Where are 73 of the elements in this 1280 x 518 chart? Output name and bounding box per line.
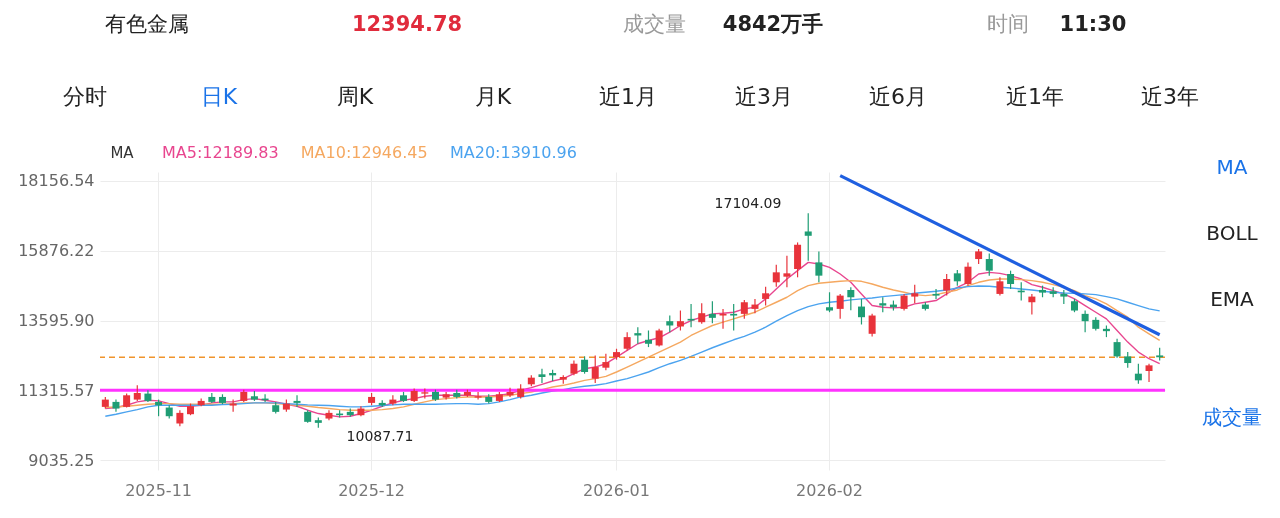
text: 成交量 xyxy=(622,12,686,36)
candlestick xyxy=(751,298,759,314)
text: 11:30 xyxy=(1059,12,1127,36)
candlestick xyxy=(804,212,812,262)
candlestick xyxy=(911,284,919,304)
candlestick xyxy=(783,255,791,288)
candlestick xyxy=(1007,270,1015,290)
candlestick xyxy=(740,299,748,320)
text: 近6月 xyxy=(869,84,927,109)
annotation: 10087.71 xyxy=(346,428,414,444)
candlestick xyxy=(698,302,706,325)
candlestick xyxy=(868,313,876,338)
text: 分时 xyxy=(63,84,107,109)
text: 近3月 xyxy=(735,84,793,109)
candlestick xyxy=(293,394,301,408)
text: 近3年 xyxy=(1141,84,1199,109)
candlestick xyxy=(389,394,397,406)
annotation: 17104.09 xyxy=(714,195,782,211)
candlestick xyxy=(815,250,823,283)
y-tick-label: 9035.25 xyxy=(28,450,95,470)
candlestick xyxy=(676,309,684,332)
text: MA xyxy=(110,144,135,162)
text: 4842万手 xyxy=(722,12,824,36)
candlestick xyxy=(964,261,972,287)
y-tick-label: 15876.22 xyxy=(18,241,95,261)
x-tick-label: 2026-02 xyxy=(796,480,863,500)
text: 成交量 xyxy=(1202,405,1262,429)
candlestick xyxy=(772,264,780,288)
y-tick-label: 18156.54 xyxy=(18,171,95,191)
text: 近1月 xyxy=(599,84,657,109)
y-tick-label: 13595.90 xyxy=(18,311,95,331)
text: 月K xyxy=(474,84,512,109)
x-tick-label: 2026-01 xyxy=(583,480,650,500)
candlestick xyxy=(229,399,237,413)
candlestick xyxy=(1081,309,1089,333)
text: BOLL xyxy=(1206,221,1259,245)
candlestick xyxy=(1145,363,1153,383)
chart-title: 有色金属 xyxy=(105,12,189,36)
candlestick xyxy=(836,293,844,320)
candlestick xyxy=(474,391,482,401)
candlestick xyxy=(932,288,940,300)
text: 周K xyxy=(336,84,374,109)
candlestick xyxy=(985,252,993,277)
text: MA xyxy=(1216,155,1248,179)
text: MA20:13910.96 xyxy=(450,143,577,162)
candlestick xyxy=(719,308,727,330)
candlestick xyxy=(996,276,1004,297)
candlestick xyxy=(708,300,716,324)
candlestick xyxy=(538,368,546,384)
candlestick xyxy=(1134,363,1142,385)
candlestick xyxy=(506,387,514,398)
text: 12394.78 xyxy=(351,12,463,36)
candlestick xyxy=(730,303,738,332)
candlestick xyxy=(623,331,631,352)
candlestick xyxy=(847,286,855,311)
candlestick xyxy=(826,291,834,313)
line-series xyxy=(104,261,1161,418)
x-tick-label: 2025-11 xyxy=(125,480,192,500)
candlestick xyxy=(857,298,865,326)
text: 近1年 xyxy=(1006,84,1064,109)
candlestick xyxy=(762,286,770,307)
x-tick-label: 2025-12 xyxy=(338,480,405,500)
text: EMA xyxy=(1210,287,1255,311)
candlestick xyxy=(591,354,599,384)
candlestick xyxy=(687,303,695,328)
text: 时间 xyxy=(987,12,1029,36)
text: MA5:12189.83 xyxy=(162,143,279,162)
text: MA10:12946.45 xyxy=(300,143,428,162)
candlestick xyxy=(1113,338,1121,359)
candlestick xyxy=(943,273,951,297)
y-tick-label: 11315.57 xyxy=(18,380,95,400)
candlestick xyxy=(602,353,610,371)
text: 日K xyxy=(200,84,238,109)
